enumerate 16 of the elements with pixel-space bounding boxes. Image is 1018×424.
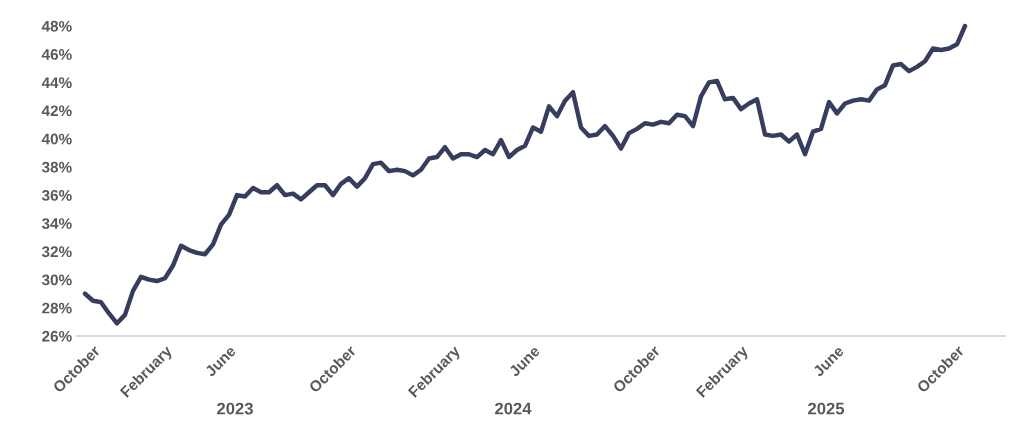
y-tick-label: 40% bbox=[41, 133, 72, 145]
y-tick-label: 30% bbox=[41, 274, 72, 286]
y-tick-label: 26% bbox=[42, 330, 72, 342]
y-tick-label: 32% bbox=[41, 246, 72, 258]
y-tick-label: 34% bbox=[41, 218, 72, 229]
text: 2024 bbox=[495, 402, 532, 415]
y-tick-label: 44% bbox=[41, 77, 72, 89]
y-tick-label: 28% bbox=[42, 302, 72, 314]
text: 2025 bbox=[808, 402, 845, 415]
text: 2023 bbox=[217, 402, 253, 415]
y-tick-label: 42% bbox=[41, 105, 72, 117]
y-tick-label: 38% bbox=[41, 161, 72, 173]
y-tick-label: 36% bbox=[41, 189, 72, 201]
line-series bbox=[82, 23, 968, 326]
y-tick-label: 46% bbox=[41, 49, 72, 60]
y-tick-label: 48% bbox=[41, 20, 72, 32]
